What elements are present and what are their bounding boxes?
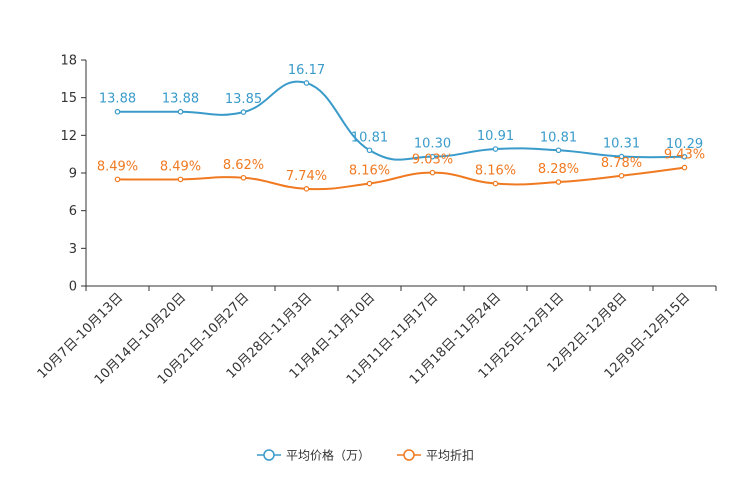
data-label: 10.29 bbox=[666, 137, 703, 152]
data-point[interactable] bbox=[555, 179, 562, 185]
data-label: 8.16% bbox=[349, 164, 390, 179]
data-point[interactable] bbox=[303, 80, 310, 86]
y-axis: 0 3 6 9 12 15 18 bbox=[60, 54, 87, 295]
series-line bbox=[117, 166, 685, 191]
data-point[interactable] bbox=[177, 108, 184, 115]
series-line bbox=[117, 80, 685, 161]
legend-item[interactable]: 平均折扣 bbox=[397, 448, 474, 463]
y-tick-label: 9 bbox=[69, 167, 77, 182]
data-point[interactable] bbox=[681, 164, 688, 171]
data-label: 8.78% bbox=[601, 156, 642, 171]
data-label: 10.31 bbox=[603, 137, 640, 152]
series-layer: 13.88 13.88 13.85 16.17 10.81 10.30 10.91 10.81… bbox=[97, 63, 705, 192]
data-point[interactable] bbox=[114, 108, 121, 115]
data-label: 8.49% bbox=[97, 159, 138, 174]
data-point[interactable] bbox=[492, 146, 499, 152]
data-label: 10.81 bbox=[540, 130, 577, 145]
data-label: 10.30 bbox=[414, 137, 451, 152]
legend-marker-icon bbox=[403, 449, 415, 461]
data-point[interactable] bbox=[681, 154, 688, 160]
y-tick-label: 12 bbox=[60, 129, 77, 144]
x-axis: 10月7日-10月13日10月14日-10月20日10月21日-10月27日10… bbox=[35, 285, 717, 388]
data-label: 7.74% bbox=[286, 169, 327, 184]
data-label: 9.43% bbox=[664, 148, 705, 163]
data-label: 13.85 bbox=[225, 92, 262, 107]
y-tick-label: 0 bbox=[69, 280, 77, 295]
data-label: 13.88 bbox=[162, 92, 199, 107]
y-tick-label: 15 bbox=[60, 91, 77, 106]
data-point[interactable] bbox=[429, 153, 436, 160]
legend-label: 平均折扣 bbox=[426, 448, 474, 463]
data-point[interactable] bbox=[240, 109, 247, 115]
legend-label: 平均价格（万） bbox=[286, 448, 370, 463]
data-label: 13.88 bbox=[99, 92, 136, 107]
data-point[interactable] bbox=[555, 147, 562, 154]
data-label: 9.03% bbox=[412, 153, 453, 168]
y-tick-label: 18 bbox=[60, 54, 77, 69]
y-tick-label: 3 bbox=[69, 242, 77, 257]
data-point[interactable] bbox=[366, 147, 373, 154]
data-label: 8.16% bbox=[475, 164, 516, 179]
data-point[interactable] bbox=[366, 180, 373, 187]
data-point[interactable] bbox=[114, 176, 121, 183]
legend-marker-icon bbox=[263, 449, 275, 461]
data-label: 8.49% bbox=[160, 159, 201, 174]
data-point[interactable] bbox=[303, 186, 310, 192]
legend[interactable]: 平均价格（万） 平均折扣 bbox=[257, 448, 474, 463]
data-label: 8.62% bbox=[223, 158, 264, 173]
y-tick-label: 6 bbox=[69, 204, 77, 219]
data-point[interactable] bbox=[177, 176, 184, 183]
data-point[interactable] bbox=[492, 180, 499, 187]
data-label: 10.81 bbox=[351, 130, 388, 145]
data-label: 10.91 bbox=[477, 129, 514, 144]
series-2: 8.49% 8.49% 8.62% 7.74% 8.16% 9.03% 8.16% 8.28%… bbox=[97, 148, 705, 192]
data-point[interactable] bbox=[429, 169, 436, 176]
legend-item[interactable]: 平均价格（万） bbox=[257, 448, 370, 463]
data-label: 8.28% bbox=[538, 162, 579, 177]
data-label: 16.17 bbox=[288, 63, 325, 78]
data-point[interactable] bbox=[618, 172, 625, 179]
data-point[interactable] bbox=[618, 153, 625, 160]
series-1: 13.88 13.88 13.85 16.17 10.81 10.30 10.91 10.81… bbox=[99, 63, 703, 161]
data-point[interactable] bbox=[240, 174, 247, 181]
